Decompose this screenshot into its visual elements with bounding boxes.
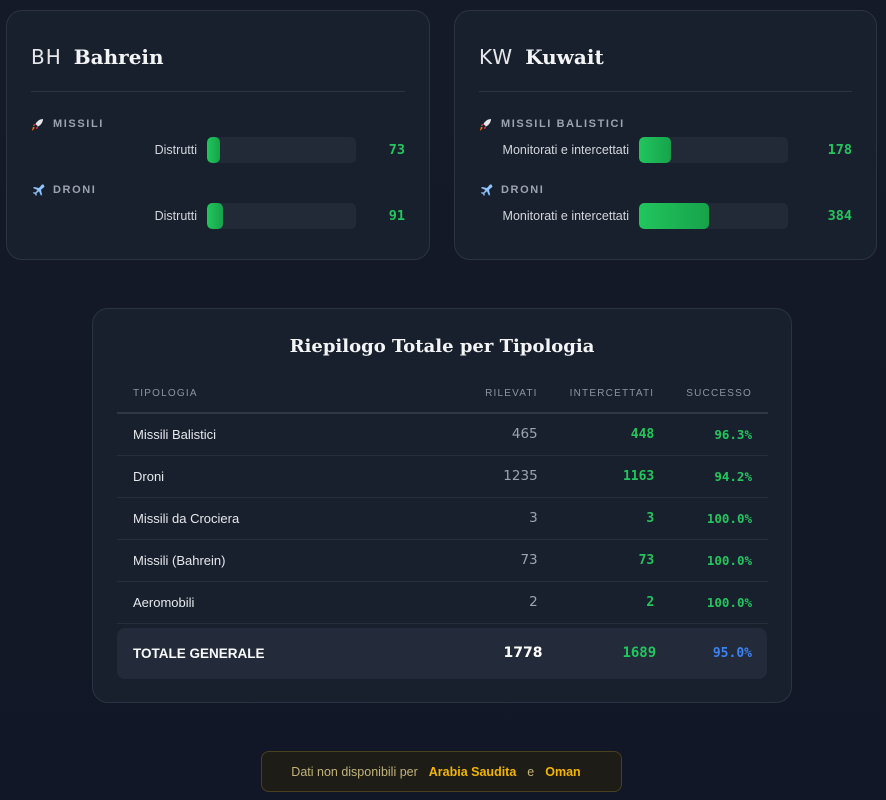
table-header-row: TIPOLOGIA RILEVATI INTERCETTATI SUCCESSO (117, 375, 768, 414)
total-detected: 1778 (503, 645, 543, 661)
rocket-icon (479, 117, 493, 131)
country-name: Kuwait (525, 45, 604, 69)
metric-label-missili-balistici: MISSILI BALISTICI (479, 117, 625, 131)
metric-sublabel: Monitorati e intercettati (502, 209, 629, 223)
cell-type: Missili (Bahrein) (117, 539, 461, 582)
metric-value: 384 (827, 208, 852, 224)
cell-success: 100.0% (670, 581, 768, 624)
metric-value: 73 (388, 142, 405, 158)
plane-icon (479, 183, 493, 197)
progress-fill (207, 203, 224, 229)
total-label: TOTALE GENERALE (133, 645, 265, 661)
cell-success: 100.0% (670, 539, 768, 582)
data-unavailable-notice: Dati non disponibili per Arabia Saudita … (261, 751, 622, 792)
metric-label-text: MISSILI (53, 118, 104, 130)
progress-fill (639, 203, 710, 229)
metric-row: Distrutti 73 (31, 137, 405, 163)
summary-title: Riepilogo Totale per Tipologia (289, 336, 595, 357)
metric-value: 178 (827, 142, 852, 158)
table-row: Aeromobili 2 2 100.0% (117, 581, 768, 624)
progress-fill (639, 137, 672, 163)
header-tipologia: TIPOLOGIA (117, 375, 461, 414)
cell-type: Aeromobili (117, 581, 461, 624)
country-header: KW Kuwait (479, 11, 852, 92)
cell-detected: 1235 (460, 455, 554, 498)
notice-text: Dati non disponibili per (291, 764, 418, 779)
metric-label-droni: DRONI (31, 183, 96, 197)
notice-conjunction: e (527, 764, 535, 779)
table-row: Missili (Bahrein) 73 73 100.0% (117, 539, 768, 582)
metric-label-text: MISSILI BALISTICI (501, 118, 625, 130)
rocket-icon (31, 117, 45, 131)
total-row-container: TOTALE GENERALE 1778 1689 95.0% (117, 627, 768, 679)
table-row: Missili Balistici 465 448 96.3% (117, 413, 768, 456)
country-card-kuwait: KW Kuwait MISSILI BALISTICI Monitorati e… (454, 10, 877, 260)
notice-country: Arabia Saudita (428, 764, 517, 779)
country-header: BH Bahrein (31, 11, 405, 92)
cell-type: Missili da Crociera (117, 497, 461, 540)
header-successo: SUCCESSO (670, 375, 768, 414)
cell-intercepted: 2 (553, 581, 671, 624)
notice-country: Oman (545, 764, 581, 779)
cell-intercepted: 1163 (553, 455, 671, 498)
metric-label-text: DRONI (53, 184, 97, 196)
progress-bar (639, 203, 788, 229)
country-name: Bahrein (73, 45, 164, 69)
cell-type: Missili Balistici (117, 413, 461, 456)
metric-sublabel: Distrutti (154, 143, 197, 157)
table-row: Droni 1235 1163 94.2% (117, 455, 768, 498)
total-row: TOTALE GENERALE 1778 1689 95.0% (117, 628, 768, 679)
metric-row: Monitorati e intercettati 178 (479, 137, 852, 163)
cell-intercepted: 448 (553, 413, 671, 456)
progress-bar (207, 203, 356, 229)
metric-label-missili: MISSILI (31, 117, 104, 131)
cell-detected: 3 (460, 497, 554, 540)
country-card-bahrain: BH Bahrein MISSILI Distrutti 73 DRONI Di… (6, 10, 430, 260)
cell-success: 96.3% (670, 413, 768, 456)
metric-label-droni: DRONI (479, 183, 544, 197)
cell-intercepted: 73 (553, 539, 671, 582)
cell-detected: 73 (460, 539, 554, 582)
metric-sublabel: Distrutti (154, 209, 197, 223)
cell-success: 94.2% (670, 455, 768, 498)
header-rilevati: RILEVATI (460, 375, 554, 414)
cell-type: Droni (117, 455, 461, 498)
progress-fill (207, 137, 220, 163)
table-row: Missili da Crociera 3 3 100.0% (117, 497, 768, 540)
progress-bar (207, 137, 356, 163)
metric-label-text: DRONI (501, 184, 545, 196)
metric-row: Monitorati e intercettati 384 (479, 203, 852, 229)
progress-bar (639, 137, 788, 163)
total-success: 95.0% (712, 645, 752, 661)
metric-row: Distrutti 91 (31, 203, 405, 229)
summary-table: TIPOLOGIA RILEVATI INTERCETTATI SUCCESSO… (117, 375, 768, 624)
country-code: KW (479, 45, 514, 69)
country-code: BH (31, 45, 62, 69)
metric-sublabel: Monitorati e intercettati (502, 143, 629, 157)
cell-success: 100.0% (670, 497, 768, 540)
summary-card: Riepilogo Totale per Tipologia TIPOLOGIA… (92, 308, 792, 703)
cell-detected: 2 (460, 581, 554, 624)
metric-value: 91 (388, 208, 405, 224)
total-intercepted: 1689 (622, 645, 657, 661)
total-table: TOTALE GENERALE 1778 1689 95.0% (117, 628, 768, 679)
plane-icon (31, 183, 45, 197)
cell-intercepted: 3 (553, 497, 671, 540)
cell-detected: 465 (460, 413, 554, 456)
header-intercettati: INTERCETTATI (553, 375, 671, 414)
